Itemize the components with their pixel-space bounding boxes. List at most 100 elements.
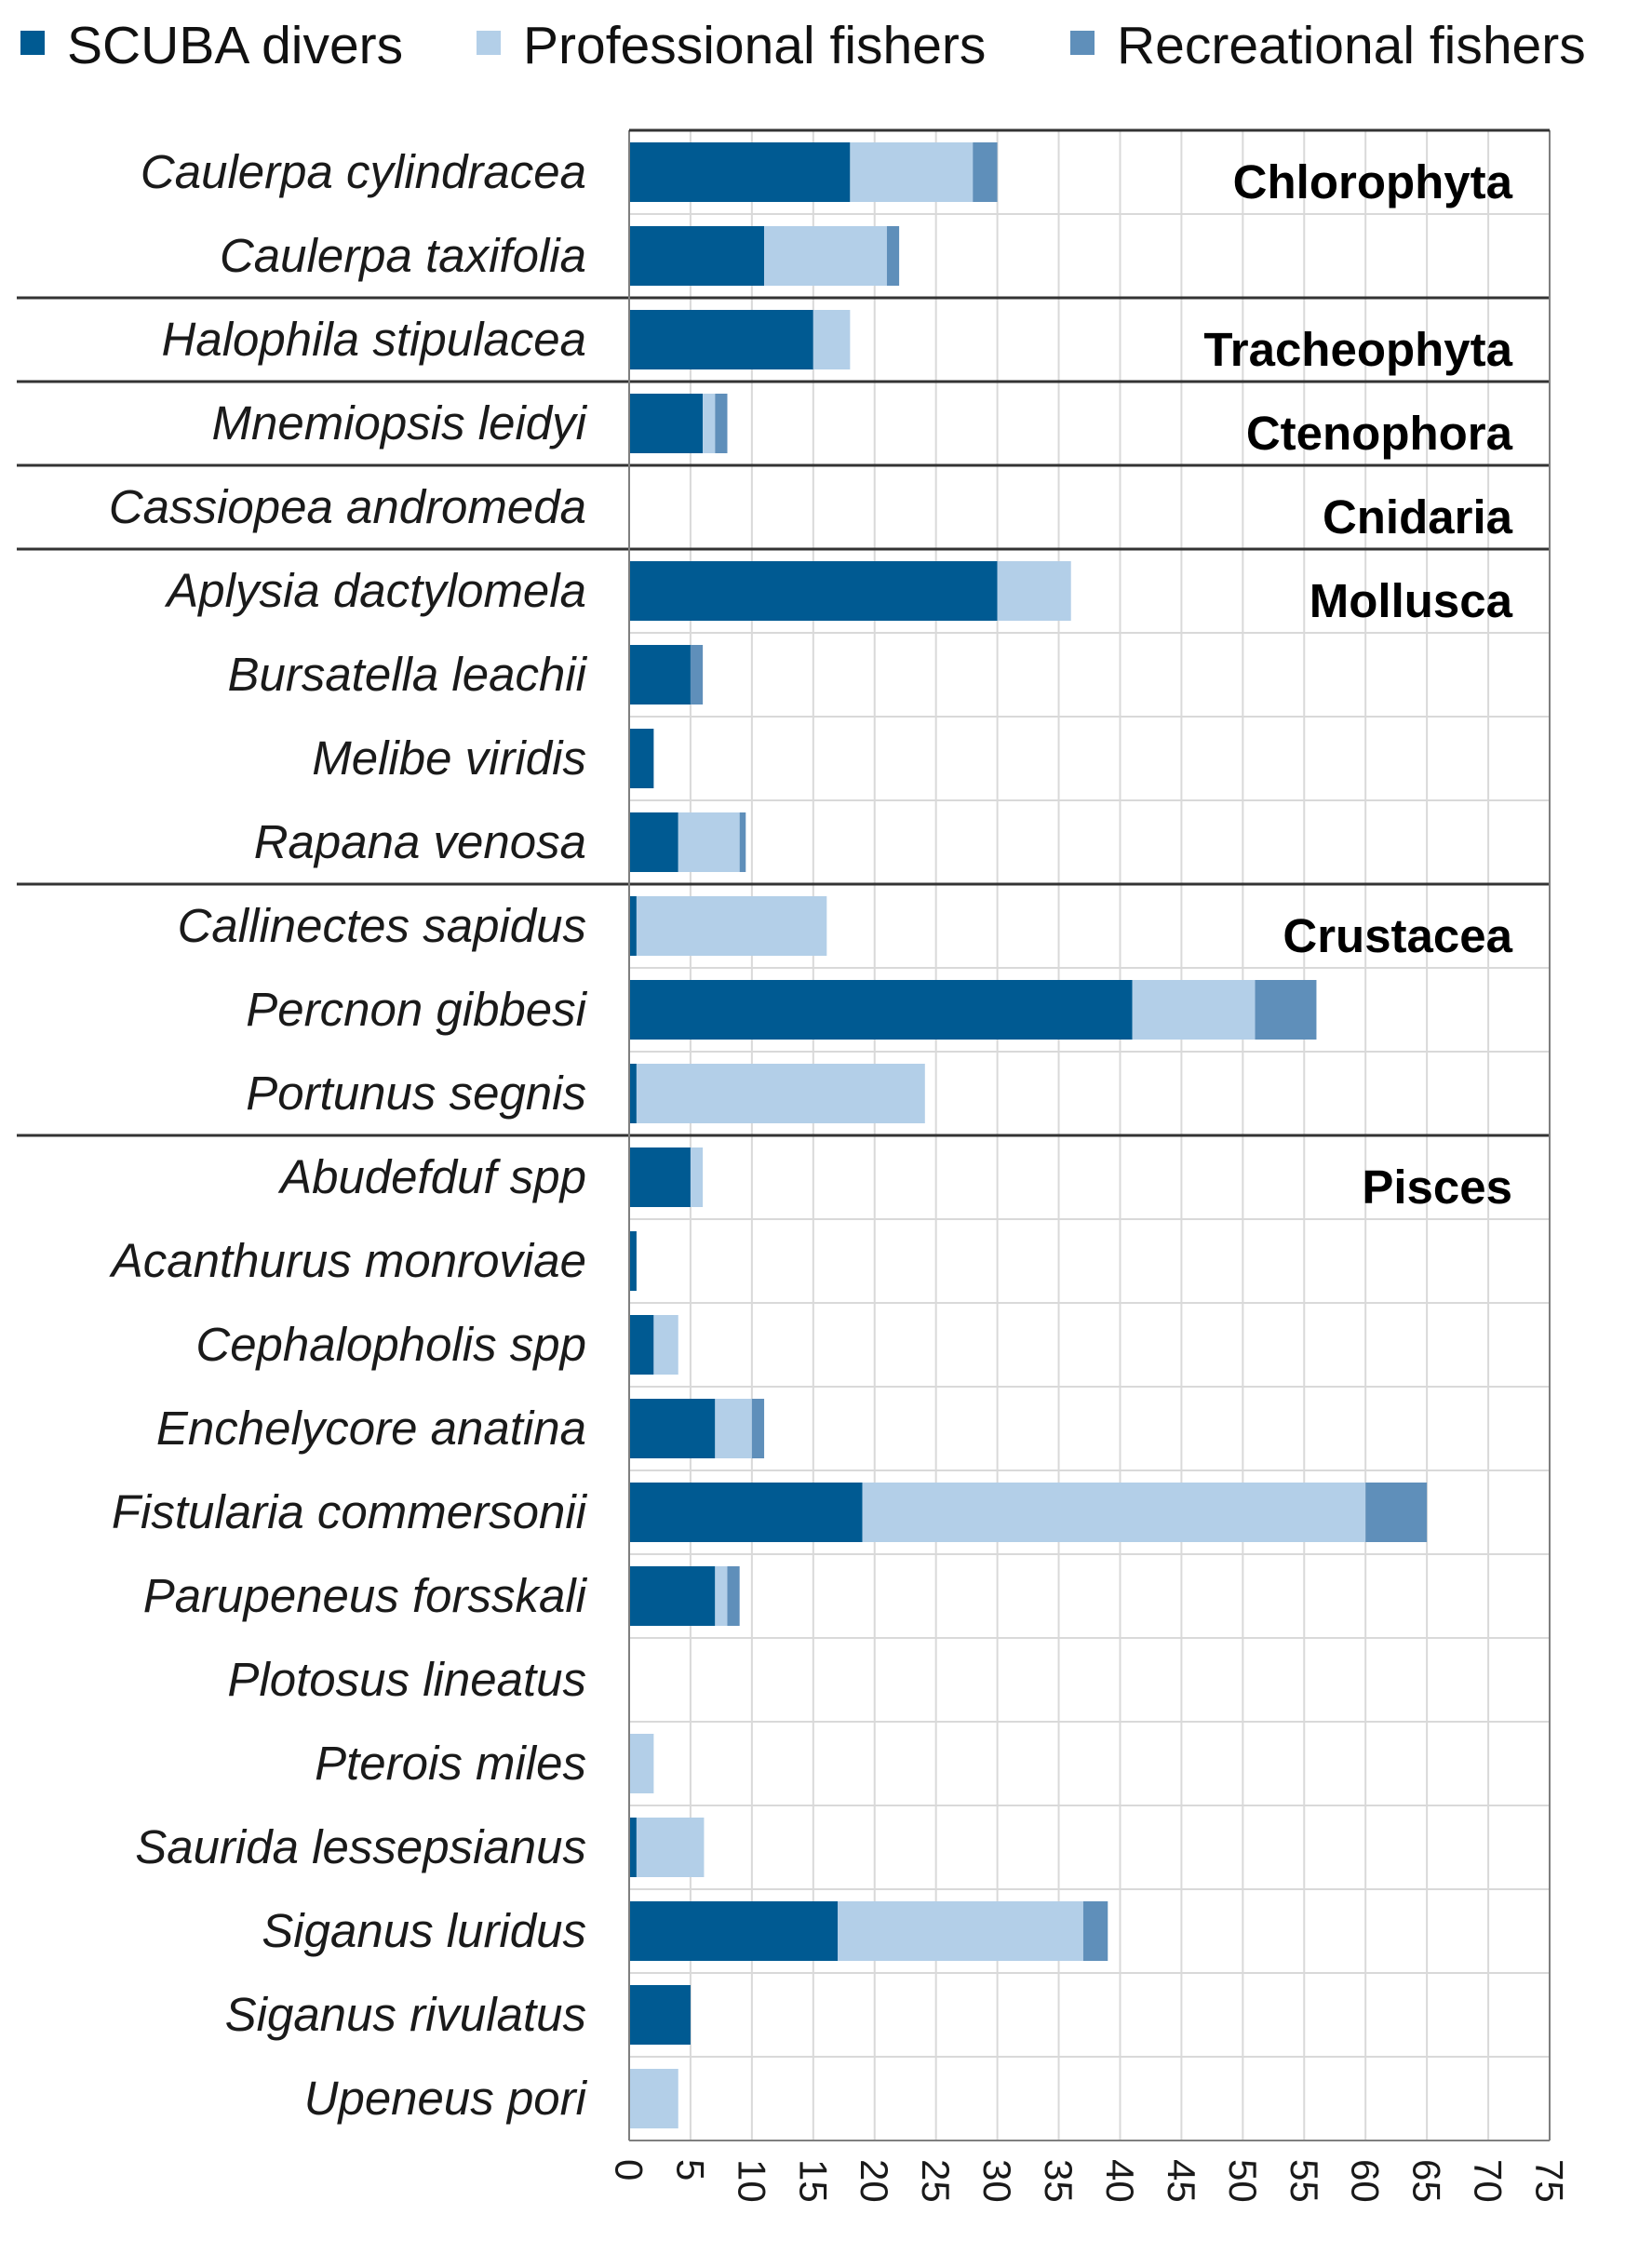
x-tick-label: 65 bbox=[1405, 2159, 1449, 2203]
x-tick-label: 30 bbox=[975, 2159, 1019, 2203]
legend: SCUBA divers Professional fishers Recreati… bbox=[20, 16, 1586, 75]
bar-professional-fishers-cephalopholis-spp bbox=[653, 1315, 678, 1375]
bar-scuba-divers-mnemiopsis-leidyi bbox=[629, 394, 704, 453]
bar-recreational-fishers-percnon-gibbesi bbox=[1255, 980, 1317, 1040]
bar-scuba-divers-siganus-luridus bbox=[629, 1901, 839, 1961]
bar-professional-fishers-parupeneus-forsskali bbox=[715, 1566, 728, 1626]
group-label-ctenophora: Ctenophora bbox=[1246, 407, 1513, 460]
bar-professional-fishers-callinectes-sapidus bbox=[636, 896, 827, 956]
bar-professional-fishers-portunus-segnis bbox=[636, 1064, 925, 1123]
x-tick-label: 60 bbox=[1344, 2159, 1388, 2203]
bar-professional-fishers-abudefduf-spp bbox=[690, 1147, 704, 1207]
bar-recreational-fishers-rapana-venosa bbox=[739, 812, 746, 872]
x-tick-label: 70 bbox=[1467, 2159, 1511, 2203]
bar-professional-fishers-percnon-gibbesi bbox=[1132, 980, 1256, 1040]
bar-scuba-divers-acanthurus-monroviae bbox=[629, 1231, 637, 1291]
category-label: Upeneus pori bbox=[304, 2072, 588, 2125]
bar-scuba-divers-caulerpa-cylindracea bbox=[629, 142, 851, 202]
category-label: Saurida lessepsianus bbox=[135, 1820, 586, 1873]
category-label: Siganus rivulatus bbox=[225, 1988, 586, 2041]
group-dividers bbox=[17, 296, 1550, 1137]
bar-professional-fishers-upeneus-pori bbox=[629, 2069, 678, 2128]
category-label: Pterois miles bbox=[315, 1737, 586, 1790]
bar-recreational-fishers-bursatella-leachii bbox=[690, 645, 704, 705]
category-label: Percnon gibbesi bbox=[246, 983, 587, 1036]
category-label: Caulerpa taxifolia bbox=[220, 229, 586, 282]
bar-scuba-divers-melibe-viridis bbox=[629, 729, 654, 788]
bar-professional-fishers-aplysia-dactylomela bbox=[997, 561, 1071, 621]
category-label: Portunus segnis bbox=[246, 1067, 586, 1120]
group-labels: Chlorophyta Tracheophyta Ctenophora Cnidari… bbox=[1203, 155, 1512, 1214]
bar-scuba-divers-cephalopholis-spp bbox=[629, 1315, 654, 1375]
legend-swatch-scuba-divers bbox=[20, 31, 45, 55]
bar-scuba-divers-caulerpa-taxifolia bbox=[629, 226, 765, 286]
group-label-pisces: Pisces bbox=[1362, 1161, 1512, 1214]
bars bbox=[629, 142, 1428, 2128]
x-tick-labels: 0 5 10 15 20 25 30 35 40 45 50 55 60 65 70 75 bbox=[608, 2159, 1572, 2203]
category-label: Cephalopholis spp bbox=[195, 1318, 586, 1371]
x-tick-label: 45 bbox=[1160, 2159, 1203, 2203]
x-tick-label: 35 bbox=[1037, 2159, 1081, 2203]
bar-scuba-divers-parupeneus-forsskali bbox=[629, 1566, 716, 1626]
bar-scuba-divers-abudefduf-spp bbox=[629, 1147, 691, 1207]
x-tick-label: 15 bbox=[791, 2159, 835, 2203]
category-label: Caulerpa cylindracea bbox=[141, 145, 586, 198]
group-label-mollusca: Mollusca bbox=[1310, 574, 1513, 627]
bar-scuba-divers-halophila-stipulacea bbox=[629, 310, 813, 369]
category-label: Fistularia commersonii bbox=[112, 1485, 588, 1538]
category-label: Mnemiopsis leidyi bbox=[212, 396, 588, 450]
category-label: Melibe viridis bbox=[312, 731, 586, 785]
plot-frame bbox=[628, 128, 1551, 2141]
bar-professional-fishers-mnemiopsis-leidyi bbox=[703, 394, 716, 453]
x-tick-label: 5 bbox=[668, 2159, 712, 2181]
category-label: Rapana venosa bbox=[254, 815, 586, 868]
category-label: Plotosus lineatus bbox=[227, 1653, 586, 1706]
bar-recreational-fishers-parupeneus-forsskali bbox=[727, 1566, 740, 1626]
bar-scuba-divers-callinectes-sapidus bbox=[629, 896, 637, 956]
group-label-tracheophyta: Tracheophyta bbox=[1203, 323, 1512, 376]
category-labels: Caulerpa cylindracea Caulerpa taxifolia Ha… bbox=[109, 145, 588, 2125]
bar-recreational-fishers-caulerpa-cylindracea bbox=[973, 142, 998, 202]
bar-professional-fishers-caulerpa-taxifolia bbox=[764, 226, 887, 286]
legend-label-scuba-divers: SCUBA divers bbox=[67, 16, 403, 75]
x-tick-label: 40 bbox=[1098, 2159, 1142, 2203]
bar-scuba-divers-aplysia-dactylomela bbox=[629, 561, 998, 621]
bar-scuba-divers-rapana-venosa bbox=[629, 812, 678, 872]
x-tick-label: 20 bbox=[853, 2159, 896, 2203]
bar-professional-fishers-halophila-stipulacea bbox=[813, 310, 851, 369]
category-label: Callinectes sapidus bbox=[178, 899, 586, 952]
x-tick-label: 50 bbox=[1221, 2159, 1265, 2203]
bar-recreational-fishers-fistularia-commersonii bbox=[1365, 1483, 1428, 1542]
x-tick-label: 10 bbox=[730, 2159, 773, 2203]
bar-scuba-divers-portunus-segnis bbox=[629, 1064, 637, 1123]
bar-recreational-fishers-enchelycore-anatina bbox=[751, 1399, 765, 1458]
category-label: Acanthurus monroviae bbox=[109, 1234, 586, 1287]
group-label-chlorophyta: Chlorophyta bbox=[1233, 155, 1513, 208]
x-tick-label: 0 bbox=[608, 2159, 651, 2181]
category-label: Abudefduf spp bbox=[277, 1150, 586, 1203]
bar-professional-fishers-siganus-luridus bbox=[838, 1901, 1083, 1961]
category-label: Bursatella leachii bbox=[227, 648, 587, 701]
bar-recreational-fishers-mnemiopsis-leidyi bbox=[715, 394, 728, 453]
bar-scuba-divers-fistularia-commersonii bbox=[629, 1483, 863, 1542]
category-label: Halophila stipulacea bbox=[162, 313, 586, 366]
bar-scuba-divers-bursatella-leachii bbox=[629, 645, 691, 705]
legend-swatch-recreational-fishers bbox=[1070, 31, 1095, 55]
category-label: Parupeneus forsskali bbox=[143, 1569, 588, 1622]
group-label-cnidaria: Cnidaria bbox=[1323, 490, 1513, 544]
category-label: Cassiopea andromeda bbox=[109, 480, 586, 533]
bar-professional-fishers-saurida-lessepsianus bbox=[636, 1818, 705, 1877]
legend-label-professional-fishers: Professional fishers bbox=[523, 16, 986, 75]
bar-scuba-divers-percnon-gibbesi bbox=[629, 980, 1133, 1040]
x-tick-label: 75 bbox=[1528, 2159, 1572, 2203]
bar-recreational-fishers-siganus-luridus bbox=[1082, 1901, 1108, 1961]
bar-scuba-divers-saurida-lessepsianus bbox=[629, 1818, 637, 1877]
category-label: Siganus luridus bbox=[262, 1904, 586, 1957]
category-label: Enchelycore anatina bbox=[156, 1402, 586, 1455]
bar-professional-fishers-caulerpa-cylindracea bbox=[850, 142, 974, 202]
bar-professional-fishers-fistularia-commersonii bbox=[862, 1483, 1366, 1542]
x-tick-label: 55 bbox=[1283, 2159, 1326, 2203]
bar-professional-fishers-pterois-miles bbox=[629, 1734, 654, 1793]
bar-professional-fishers-rapana-venosa bbox=[678, 812, 740, 872]
